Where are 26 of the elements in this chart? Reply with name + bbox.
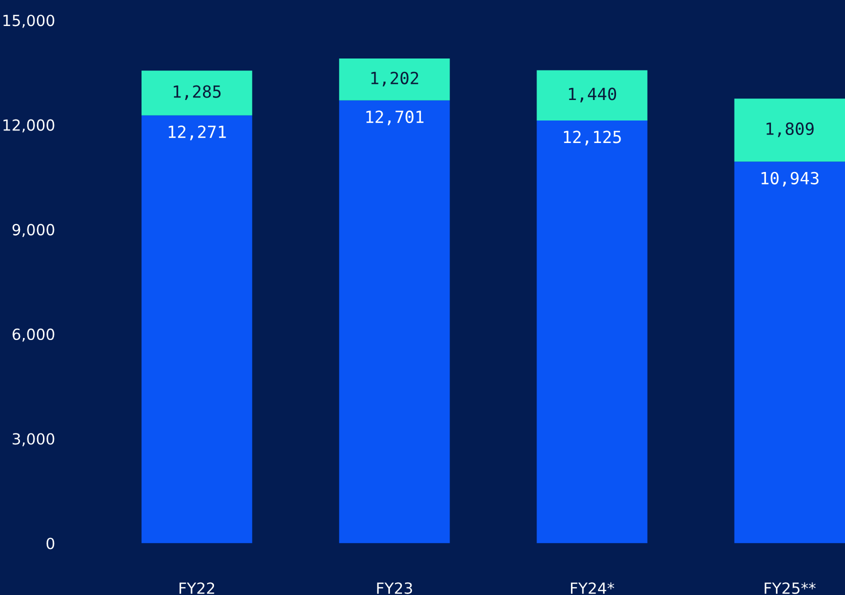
y-tick-label: 0 <box>46 538 54 550</box>
y-tick-label: 15,000 <box>3 14 54 28</box>
bar <box>142 115 252 544</box>
x-tick-label: FY22 <box>180 582 214 594</box>
bar <box>142 70 252 116</box>
data-label: 1,285 <box>174 85 221 100</box>
y-tick-label: 9,000 <box>12 224 54 238</box>
bar <box>734 98 845 162</box>
bar <box>339 100 450 544</box>
data-label: 12,125 <box>564 130 621 146</box>
y-tick-label: 3,000 <box>12 433 54 446</box>
bar <box>536 120 648 544</box>
data-label: 10,943 <box>762 172 819 187</box>
x-tick-label: FY24* <box>570 582 614 594</box>
x-tick-label: FY25** <box>764 582 816 594</box>
y-tick-label: 6,000 <box>12 328 54 342</box>
bar <box>536 70 648 120</box>
bar <box>339 58 450 100</box>
data-label: 12,271 <box>168 126 226 140</box>
data-label: 1,809 <box>766 122 814 138</box>
data-label: 1,440 <box>568 88 616 102</box>
data-label: 12,701 <box>366 110 424 126</box>
bar <box>734 162 845 544</box>
data-label: 1,202 <box>371 72 418 86</box>
x-tick-label: FY23 <box>377 582 412 594</box>
y-tick-label: 12,000 <box>3 119 54 132</box>
